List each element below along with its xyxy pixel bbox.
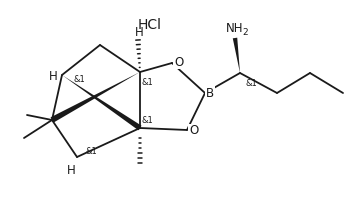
Polygon shape: [233, 38, 240, 73]
Text: &1: &1: [85, 147, 97, 156]
Text: 2: 2: [242, 28, 248, 37]
Text: NH: NH: [226, 22, 244, 35]
Text: O: O: [174, 55, 183, 68]
Text: H: H: [67, 165, 75, 177]
Text: B: B: [206, 86, 214, 100]
Text: HCl: HCl: [138, 18, 162, 32]
Polygon shape: [62, 75, 141, 130]
Text: &1: &1: [73, 74, 85, 83]
Text: O: O: [189, 125, 198, 138]
Text: H: H: [135, 25, 144, 39]
Text: H: H: [49, 70, 57, 83]
Text: &1: &1: [245, 79, 257, 88]
Text: &1: &1: [142, 116, 154, 125]
Polygon shape: [51, 72, 140, 123]
Text: &1: &1: [142, 77, 154, 86]
